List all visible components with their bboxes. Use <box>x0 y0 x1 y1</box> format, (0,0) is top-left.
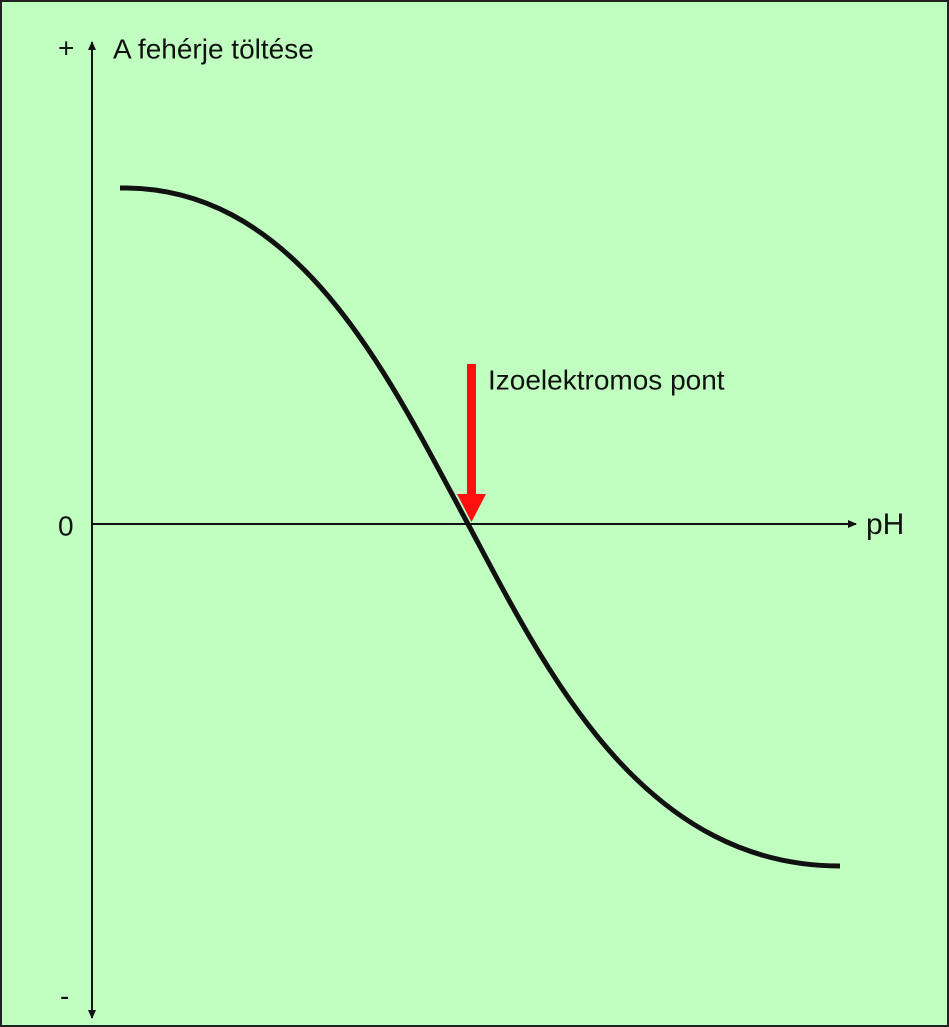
y-plus: + <box>58 32 74 63</box>
isoelectric-arrow-shaft <box>467 364 476 496</box>
y-axis-label: A fehérje töltése <box>113 33 314 64</box>
annotation: Izoelektromos pont <box>488 364 725 395</box>
charge-curve <box>119 185 841 869</box>
y-minus: - <box>60 980 69 1011</box>
x-axis-label: pH <box>866 508 904 541</box>
isoelectric-arrow-head <box>457 494 486 522</box>
zero-label: 0 <box>58 510 74 541</box>
